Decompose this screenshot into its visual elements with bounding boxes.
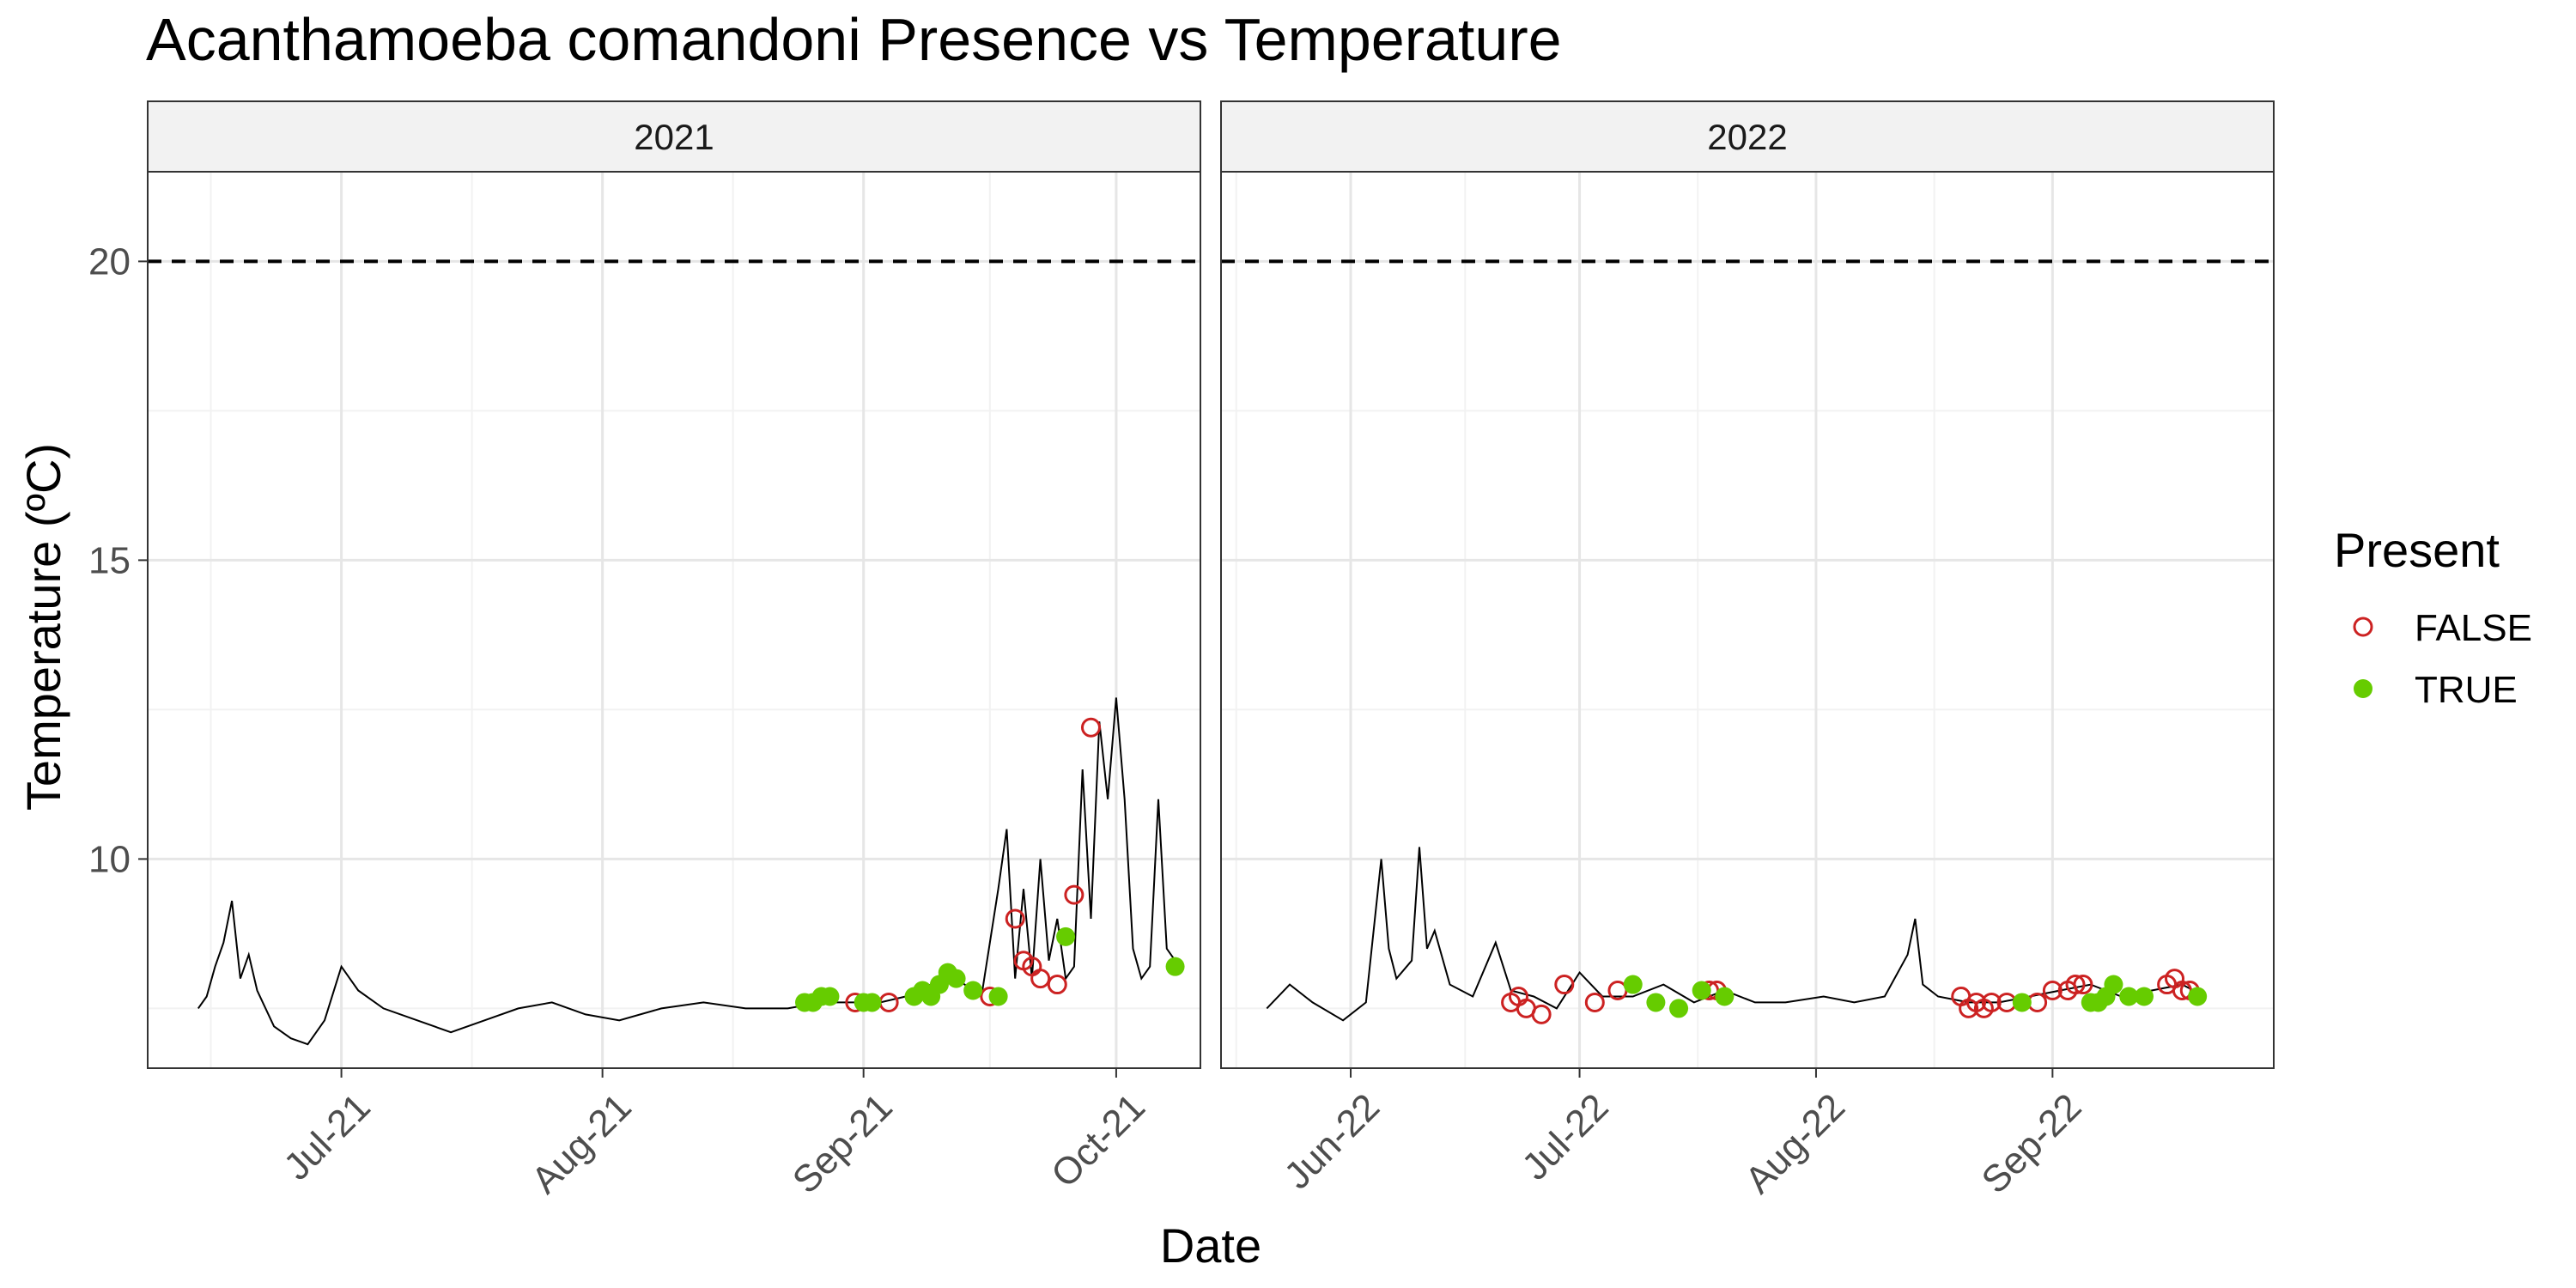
legend: Present FALSE TRUE bbox=[2334, 523, 2532, 711]
point-true bbox=[946, 969, 966, 988]
legend-title: Present bbox=[2334, 523, 2500, 577]
point-true bbox=[1692, 981, 1711, 1000]
point-false bbox=[2073, 975, 2093, 995]
point-true bbox=[2188, 987, 2208, 1006]
x-axis-label: Date bbox=[1160, 1218, 1261, 1273]
y-tick-label: 10 bbox=[88, 838, 131, 880]
plot-area bbox=[1221, 172, 2274, 1068]
facet-strip bbox=[1220, 100, 2275, 173]
point-true bbox=[2134, 987, 2154, 1006]
facet-strip bbox=[147, 100, 1201, 173]
chart-title: Acanthamoeba comandoni Presence vs Tempe… bbox=[146, 6, 1562, 73]
point-true bbox=[2104, 975, 2123, 994]
point-true bbox=[862, 993, 882, 1012]
legend-key-true bbox=[2354, 679, 2372, 698]
point-false bbox=[1554, 975, 1575, 995]
point-false bbox=[1080, 717, 1101, 738]
point-true bbox=[1669, 999, 1689, 1018]
temperature-line bbox=[197, 697, 1176, 1046]
facet-strip-label: 2021 bbox=[634, 117, 714, 157]
point-true bbox=[988, 987, 1008, 1006]
point-false bbox=[1584, 992, 1605, 1012]
point-true bbox=[2012, 993, 2032, 1012]
temperature-line bbox=[1266, 847, 2206, 1022]
point-false bbox=[1981, 992, 2002, 1012]
y-axis-label: Temperature (ºC) bbox=[16, 443, 70, 811]
point-false bbox=[2042, 981, 2063, 1001]
point-false bbox=[1005, 908, 1025, 929]
point-false bbox=[1531, 1004, 1552, 1024]
legend-label: TRUE bbox=[2415, 669, 2518, 711]
point-false bbox=[2065, 975, 2086, 995]
legend-key-false bbox=[2353, 617, 2373, 637]
point-true bbox=[1646, 993, 1666, 1012]
point-false bbox=[1047, 975, 1067, 995]
point-false bbox=[1030, 969, 1051, 989]
facet-strip-label: 2022 bbox=[1707, 117, 1787, 157]
y-tick-label: 20 bbox=[88, 240, 131, 283]
point-true bbox=[1623, 975, 1643, 994]
point-true bbox=[2119, 987, 2139, 1006]
point-true bbox=[1165, 957, 1185, 976]
point-false bbox=[1064, 884, 1084, 905]
y-tick-label: 15 bbox=[88, 539, 131, 581]
plot-area bbox=[148, 172, 1200, 1068]
legend-label: FALSE bbox=[2415, 607, 2532, 649]
point-true bbox=[820, 987, 840, 1006]
point-true bbox=[1715, 987, 1735, 1006]
point-true bbox=[1056, 927, 1076, 946]
point-true bbox=[963, 981, 983, 1000]
